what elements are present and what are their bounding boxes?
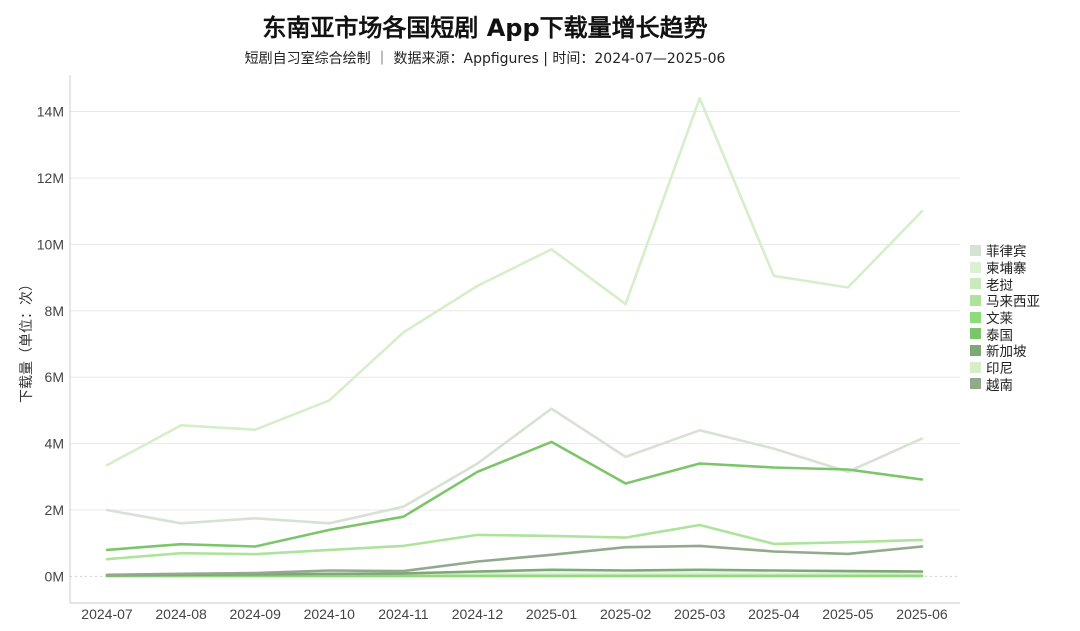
legend-label: 越南 xyxy=(986,377,1013,394)
series-line-马来西亚 xyxy=(105,523,924,561)
y-tick-label: 8M xyxy=(45,303,64,319)
legend-label: 老挝 xyxy=(986,277,1013,294)
x-tick-label: 2025-03 xyxy=(674,606,726,622)
series-line-泰国 xyxy=(105,440,924,552)
y-tick-label: 4M xyxy=(45,436,64,452)
x-tick-label: 2025-06 xyxy=(896,606,948,622)
gridlines xyxy=(70,111,960,577)
legend-item: 泰国 xyxy=(970,325,1040,344)
legend-label: 新加坡 xyxy=(986,344,1027,361)
legend-swatch xyxy=(970,378,981,390)
legend-swatch xyxy=(970,261,981,273)
legend-label: 文莱 xyxy=(986,311,1013,328)
x-tick-label: 2025-02 xyxy=(600,606,652,622)
legend-swatch xyxy=(970,328,981,340)
legend-item: 印尼 xyxy=(970,359,1040,378)
x-axis-ticks: 2024-07 2024-08 2024-09 2024-10 2024-11 2024-… xyxy=(81,606,948,622)
x-tick-label: 2025-01 xyxy=(526,606,578,622)
chart-subtitle: 短剧自习室综合绘制 ｜ 数据来源：Appfigures | 时间：2024-07… xyxy=(244,51,726,67)
x-tick-label: 2024-11 xyxy=(378,606,429,622)
legend-label: 泰国 xyxy=(986,327,1013,344)
legend-swatch xyxy=(970,311,981,323)
legend-item: 越南 xyxy=(970,376,1040,394)
y-tick-label: 0M xyxy=(45,568,64,584)
legend-swatch xyxy=(970,278,981,290)
x-tick-label: 2024-08 xyxy=(155,606,207,622)
x-tick-label: 2024-07 xyxy=(81,606,133,622)
legend-item: 老挝 xyxy=(970,275,1040,294)
legend-label: 菲律宾 xyxy=(986,244,1027,261)
y-tick-label: 2M xyxy=(45,502,64,518)
legend-swatch xyxy=(970,344,981,356)
legend-label: 印尼 xyxy=(986,361,1013,378)
x-tick-label: 2024-10 xyxy=(304,606,356,622)
series-line-菲律宾 xyxy=(105,407,924,525)
series-lines xyxy=(105,96,924,578)
y-tick-label: 12M xyxy=(37,170,64,186)
series-line-印尼 xyxy=(105,96,924,467)
legend-swatch xyxy=(970,361,981,373)
legend-label: 柬埔寨 xyxy=(986,261,1027,278)
legend-item: 马来西亚 xyxy=(970,292,1040,311)
legend-item: 柬埔寨 xyxy=(970,259,1040,278)
legend-swatch xyxy=(970,244,981,256)
chart-title: 东南亚市场各国短剧 App下载量增长趋势 xyxy=(262,14,708,42)
axes xyxy=(69,75,960,604)
legend-item: 文莱 xyxy=(970,309,1040,328)
y-axis-ticks: 0M 2M 4M 6M 8M 10M 12M 14M xyxy=(37,104,64,585)
legend: 菲律宾 柬埔寨 老挝 马来西亚 文莱 泰国 新加坡 印尼 越南 xyxy=(970,242,1040,394)
y-tick-label: 14M xyxy=(37,104,64,120)
x-tick-label: 2024-09 xyxy=(229,606,281,622)
x-tick-label: 2025-04 xyxy=(748,606,800,622)
x-tick-label: 2024-12 xyxy=(452,606,504,622)
y-tick-label: 10M xyxy=(37,236,64,252)
series-line-越南 xyxy=(105,544,924,577)
legend-label: 马来西亚 xyxy=(986,294,1040,311)
y-tick-label: 6M xyxy=(45,369,64,385)
x-tick-label: 2025-05 xyxy=(822,606,874,622)
legend-item: 新加坡 xyxy=(970,342,1040,361)
legend-swatch xyxy=(970,294,981,306)
legend-item: 菲律宾 xyxy=(970,242,1040,261)
